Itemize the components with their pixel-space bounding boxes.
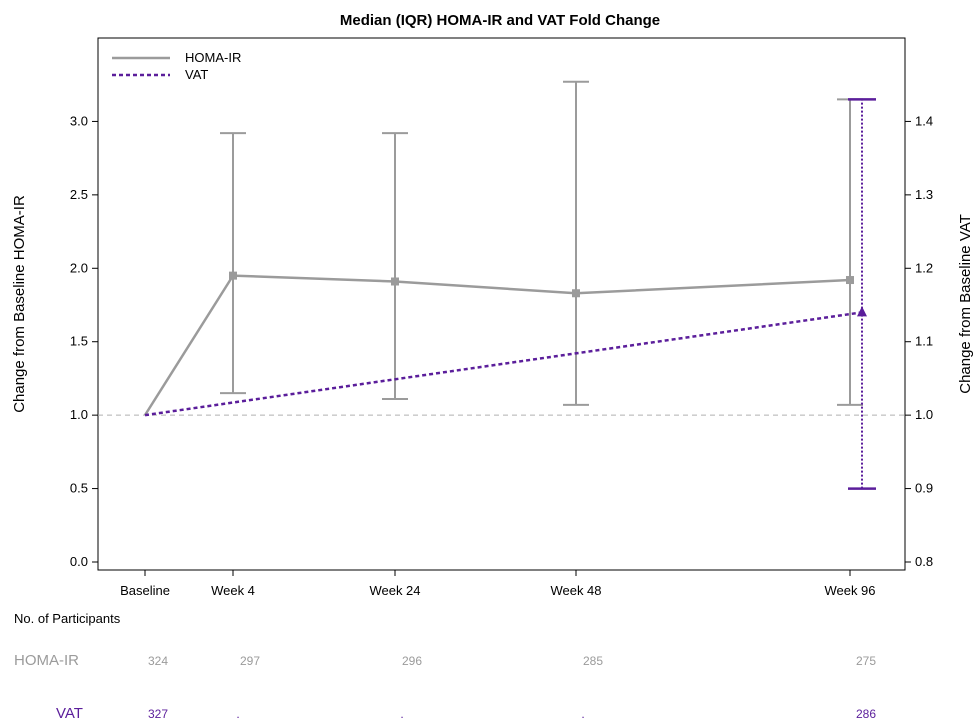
homa-ir-marker bbox=[229, 271, 237, 280]
risk-count: 324 bbox=[148, 654, 168, 668]
homa-ir-marker bbox=[846, 276, 854, 285]
x-tick-label: Week 24 bbox=[369, 583, 420, 598]
y-right-tick-label: 0.9 bbox=[915, 481, 933, 496]
homa-ir-marker bbox=[391, 277, 399, 286]
x-tick-label: Week 48 bbox=[550, 583, 601, 598]
homa-ir-marker bbox=[572, 289, 580, 298]
legend-entry-homa-ir: HOMA-IR bbox=[185, 50, 241, 65]
risk-row-label: HOMA-IR bbox=[14, 652, 79, 669]
legend: HOMA-IR VAT bbox=[112, 50, 241, 82]
y-left-tick-label: 2.0 bbox=[70, 260, 88, 275]
right-axis: 0.8 0.9 1.0 1.1 1.2 1.3 1.4 bbox=[905, 113, 933, 569]
x-tick-label: Week 4 bbox=[211, 583, 255, 598]
risk-table-header: No. of Participants bbox=[14, 611, 121, 626]
risk-count: 296 bbox=[402, 654, 422, 668]
chart-title: Median (IQR) HOMA-IR and VAT Fold Change bbox=[340, 12, 660, 29]
risk-count: . bbox=[400, 707, 403, 721]
risk-count: . bbox=[581, 707, 584, 721]
y-right-tick-label: 0.8 bbox=[915, 554, 933, 569]
x-tick-label: Week 96 bbox=[824, 583, 875, 598]
y-left-tick-label: 1.5 bbox=[70, 334, 88, 349]
legend-entry-vat: VAT bbox=[185, 67, 208, 82]
homa-ir-line bbox=[143, 274, 851, 416]
left-axis: 0.0 0.5 1.0 1.5 2.0 2.5 3.0 bbox=[70, 113, 98, 569]
risk-count: 275 bbox=[856, 654, 876, 668]
risk-row-label: VAT bbox=[56, 705, 83, 722]
risk-table: No. of Participants HOMA-IR 324 297 296 285 2… bbox=[14, 611, 876, 722]
risk-count: . bbox=[236, 707, 239, 721]
y-right-tick-label: 1.2 bbox=[915, 260, 933, 275]
x-axis: Baseline Week 4 Week 24 Week 48 Week 96 bbox=[120, 570, 876, 598]
series-layer bbox=[143, 80, 876, 490]
risk-count: 285 bbox=[583, 654, 603, 668]
y-left-tick-label: 1.0 bbox=[70, 407, 88, 422]
y-left-label: Change from Baseline HOMA-IR bbox=[11, 195, 28, 413]
vat-marker bbox=[857, 306, 867, 317]
y-right-tick-label: 1.4 bbox=[915, 113, 933, 128]
y-right-label: Change from Baseline VAT bbox=[957, 214, 974, 394]
y-left-tick-label: 2.5 bbox=[70, 187, 88, 202]
risk-count: 286 bbox=[856, 707, 876, 721]
risk-count: 327 bbox=[148, 707, 168, 721]
risk-count: 297 bbox=[240, 654, 260, 668]
y-left-tick-label: 0.0 bbox=[70, 554, 88, 569]
y-left-tick-label: 0.5 bbox=[70, 481, 88, 496]
y-left-tick-label: 3.0 bbox=[70, 113, 88, 128]
vat-line bbox=[144, 311, 863, 417]
y-right-tick-label: 1.1 bbox=[915, 334, 933, 349]
plot-frame bbox=[97, 37, 906, 571]
y-right-tick-label: 1.0 bbox=[915, 407, 933, 422]
x-tick-label: Baseline bbox=[120, 583, 170, 598]
y-right-tick-label: 1.3 bbox=[915, 187, 933, 202]
